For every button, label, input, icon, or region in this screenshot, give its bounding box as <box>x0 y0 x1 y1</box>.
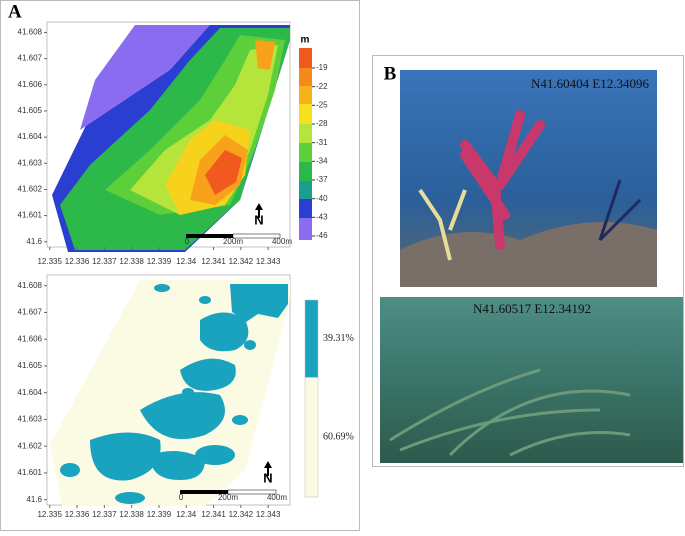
scale-label: 400m <box>267 493 287 502</box>
x-tick-label: 12.336 <box>65 257 90 266</box>
y-tick-label: 41.6 <box>26 495 42 504</box>
x-tick-label: 12.34 <box>176 257 197 266</box>
colorbar-label: -28 <box>316 119 328 128</box>
x-tick-label: 12.337 <box>92 257 117 266</box>
panel-b-frame <box>372 55 684 467</box>
scale-label: 400m <box>272 237 292 246</box>
y-tick-label: 41.605 <box>18 106 43 115</box>
x-tick-label: 12.342 <box>229 257 254 266</box>
photo-caption: N41.60517 E12.34192 <box>473 301 591 316</box>
x-tick-label: 12.34 <box>176 510 197 519</box>
y-tick-label: 41.604 <box>18 388 43 397</box>
cover-map <box>50 280 290 506</box>
colorbar-label: -40 <box>316 194 328 203</box>
colorbar-label: -31 <box>316 138 328 147</box>
x-tick-label: 12.336 <box>65 510 90 519</box>
y-tick-label: 41.606 <box>18 80 43 89</box>
x-tick-label: 12.338 <box>119 257 144 266</box>
y-tick-label: 41.6 <box>26 237 42 246</box>
x-tick-label: 12.335 <box>37 257 62 266</box>
x-tick-label: 12.335 <box>37 510 62 519</box>
scale-bar: 0 200m 400m <box>185 233 292 246</box>
colorbar-label: -22 <box>316 82 328 91</box>
panel-label: B <box>384 63 397 84</box>
north-arrow: N <box>254 203 264 227</box>
colorbar-label: -25 <box>316 100 328 109</box>
y-tick-label: 41.604 <box>18 132 43 141</box>
colorbar-label: -43 <box>316 212 328 221</box>
scale-bar: 0 200m 400m <box>179 489 287 502</box>
cover-label: 60.69% <box>323 432 354 443</box>
x-tick-label: 12.342 <box>229 510 254 519</box>
photo <box>380 297 683 463</box>
y-tick-label: 41.605 <box>18 361 43 370</box>
y-tick-label: 41.608 <box>18 28 43 37</box>
north-label: N <box>254 212 263 227</box>
north-label: N <box>263 470 272 485</box>
scale-label: 0 <box>185 237 190 246</box>
y-tick-label: 41.607 <box>18 308 43 317</box>
y-tick-label: 41.606 <box>18 334 43 343</box>
colorbar <box>299 48 312 240</box>
y-tick-label: 41.601 <box>18 468 43 477</box>
cover-segment <box>304 377 319 498</box>
y-tick-label: 41.603 <box>18 415 43 424</box>
colorbar-label: -37 <box>316 175 328 184</box>
cover-label: 39.31% <box>323 333 354 344</box>
depth-map <box>52 25 290 252</box>
scale-label: 200m <box>223 237 243 246</box>
colorbar-label: -46 <box>316 231 328 240</box>
x-tick-label: 12.339 <box>147 510 172 519</box>
y-tick-label: 41.602 <box>18 441 43 450</box>
photo <box>400 70 657 287</box>
colorbar-title: m <box>301 35 310 46</box>
x-tick-label: 12.343 <box>256 257 281 266</box>
north-arrow: N <box>263 461 273 485</box>
scale-label: 200m <box>218 493 238 502</box>
y-tick-label: 41.603 <box>18 158 43 167</box>
x-tick-label: 12.341 <box>201 510 226 519</box>
y-tick-label: 41.608 <box>18 281 43 290</box>
x-tick-label: 12.341 <box>201 257 226 266</box>
colorbar-label: -19 <box>316 63 328 72</box>
x-tick-label: 12.343 <box>256 510 281 519</box>
cover-segment <box>304 299 319 378</box>
y-tick-label: 41.607 <box>18 54 43 63</box>
x-tick-label: 12.339 <box>147 257 172 266</box>
x-tick-label: 12.337 <box>92 510 117 519</box>
y-tick-label: 41.602 <box>18 185 43 194</box>
scale-label: 0 <box>179 493 184 502</box>
x-tick-label: 12.338 <box>119 510 144 519</box>
photo-caption: N41.60404 E12.34096 <box>531 76 650 91</box>
y-tick-label: 41.601 <box>18 211 43 220</box>
colorbar-label: -34 <box>316 156 328 165</box>
panel-label: A <box>8 1 22 22</box>
